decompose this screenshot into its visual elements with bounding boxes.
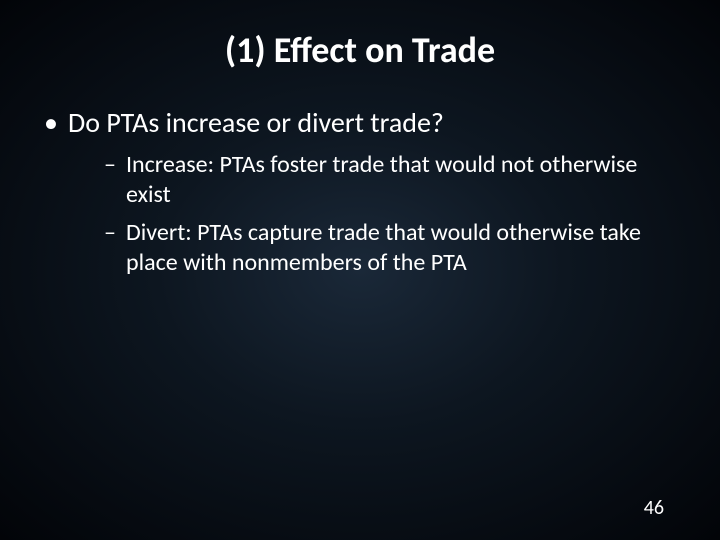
slide: (1) Effect on Trade Do PTAs increase or … xyxy=(0,0,720,540)
bullet-l2-item: Increase: PTAs foster trade that would n… xyxy=(104,150,680,210)
bullet-l1-item: Do PTAs increase or divert trade? Increa… xyxy=(44,106,680,278)
slide-title: (1) Effect on Trade xyxy=(40,28,680,72)
bullet-list-level2: Increase: PTAs foster trade that would n… xyxy=(68,150,680,278)
bullet-list-level1: Do PTAs increase or divert trade? Increa… xyxy=(40,106,680,278)
bullet-l2-text: Divert: PTAs capture trade that would ot… xyxy=(126,218,641,277)
page-number: 46 xyxy=(644,496,664,520)
bullet-l1-text: Do PTAs increase or divert trade? xyxy=(68,105,444,140)
bullet-l2-text: Increase: PTAs foster trade that would n… xyxy=(126,150,637,209)
bullet-l2-item: Divert: PTAs capture trade that would ot… xyxy=(104,218,680,278)
